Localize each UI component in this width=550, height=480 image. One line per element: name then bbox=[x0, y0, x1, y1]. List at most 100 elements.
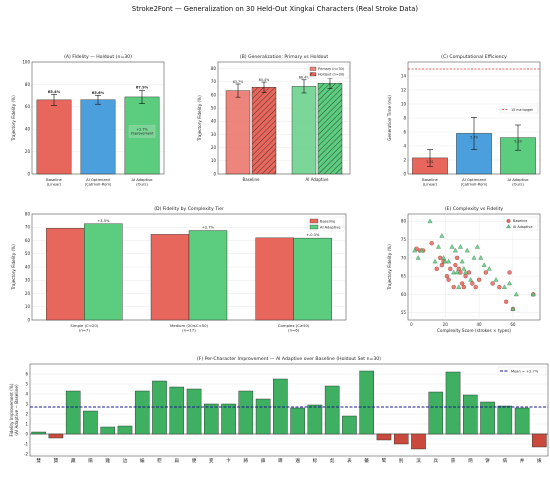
y-tick-label: 70 bbox=[25, 225, 31, 230]
bar-value-label: 65.4% bbox=[259, 78, 269, 82]
y-tick-label: 60 bbox=[25, 238, 31, 243]
bar-hatch bbox=[252, 87, 276, 174]
panel-title: (A) Fidelity — Holdout (n=30) bbox=[64, 54, 132, 60]
scatter-point bbox=[456, 284, 462, 289]
y-tick-label: 70 bbox=[211, 79, 217, 84]
bar bbox=[150, 234, 190, 321]
y-tick-label: 55 bbox=[401, 310, 407, 315]
y-tick-label: 40 bbox=[25, 264, 31, 269]
bar bbox=[186, 388, 202, 435]
scatter-point bbox=[449, 244, 455, 249]
bar bbox=[238, 390, 254, 435]
x-tick-label: 卞 bbox=[226, 457, 231, 464]
panel-C: 0 2 4 6 8 10 12 14 (C) Computational Efficiency G… bbox=[387, 54, 541, 186]
y-tick-label: 4 bbox=[25, 391, 28, 396]
bar bbox=[152, 380, 167, 435]
scatter-point bbox=[481, 262, 487, 267]
scatter-point bbox=[452, 247, 458, 253]
scatter-point bbox=[464, 247, 470, 253]
bar-value-label: 65.6% bbox=[92, 91, 105, 95]
y-tick-label: 0 bbox=[213, 171, 216, 176]
scatter-point bbox=[459, 258, 465, 264]
x-tick-label: 病 bbox=[503, 457, 508, 464]
bar bbox=[255, 398, 271, 435]
bar bbox=[84, 223, 123, 321]
x-tick-label: Baseline (Linear) bbox=[422, 178, 438, 186]
bar bbox=[65, 390, 81, 435]
panel-title: (E) Complexity vs Fidelity bbox=[445, 206, 504, 212]
x-tick-label: 标 bbox=[313, 457, 318, 464]
x-tick-label: 鹭 bbox=[382, 457, 387, 464]
y-tick-label: 0 bbox=[403, 171, 406, 176]
axes-frame bbox=[407, 213, 541, 321]
scatter-point bbox=[429, 241, 434, 246]
x-tick-label: 遍 bbox=[295, 457, 300, 464]
y-tick-label: 12 bbox=[401, 87, 407, 92]
y-axis-label: Generation Time (ms) bbox=[387, 95, 392, 141]
x-tick-label: 便 bbox=[192, 457, 197, 464]
y-tick-label: 5 bbox=[25, 381, 28, 386]
bar bbox=[393, 433, 409, 445]
bar-value-label: 66.4% bbox=[299, 76, 309, 80]
y-tick-label: 30 bbox=[211, 132, 217, 137]
x-tick-label: 慰 bbox=[157, 457, 162, 464]
legend-label: Mean = +2.7% bbox=[511, 370, 539, 374]
x-tick-label: 將 bbox=[244, 457, 249, 464]
x-tick-label: 变 bbox=[209, 457, 214, 464]
legend-swatch bbox=[309, 218, 319, 224]
scatter-point bbox=[461, 284, 466, 290]
y-tick-label: 6 bbox=[403, 129, 406, 134]
bar bbox=[169, 386, 185, 435]
y-tick-label: 80 bbox=[211, 66, 217, 71]
legend-label: AI Adaptive bbox=[320, 226, 341, 230]
y-tick-label: 6 bbox=[25, 371, 28, 376]
scatter-point bbox=[507, 270, 512, 275]
scatter-point bbox=[470, 281, 475, 286]
y-tick-label: 50 bbox=[25, 251, 31, 256]
y-tick-label: 80 bbox=[401, 219, 407, 224]
x-tick-label: 賛 bbox=[54, 457, 59, 464]
scatter-point bbox=[436, 244, 441, 249]
bar bbox=[376, 433, 392, 441]
y-tick-label: 50 bbox=[211, 106, 217, 111]
legend-label: Baseline bbox=[320, 220, 336, 224]
x-tick-label: 炳 bbox=[468, 457, 473, 464]
scatter-point bbox=[458, 244, 463, 249]
legend-label: Holdout (n=30) bbox=[318, 73, 345, 77]
y-tick-label: 75 bbox=[401, 237, 407, 242]
scatter-point bbox=[513, 291, 519, 297]
panel-title: (F) Per-Character Improvement — AI Adapt… bbox=[197, 356, 381, 362]
panel-D: 0 10 20 30 40 50 60 70 80 (D) Fidelity by Complex… bbox=[11, 206, 347, 332]
legend-label: Primary (n=30) bbox=[318, 67, 345, 71]
scatter-point bbox=[444, 273, 450, 279]
x-tick-label: 鳖 bbox=[364, 457, 369, 464]
scatter-point bbox=[454, 255, 460, 261]
y-tick-label: 4 bbox=[403, 143, 406, 148]
y-tick-label: 60 bbox=[401, 292, 407, 297]
bar-value-label: 67.9% bbox=[136, 86, 149, 90]
bar bbox=[225, 90, 251, 175]
x-tick-label: AI Optimized (Catmull-Rom) bbox=[85, 178, 112, 186]
x-tick-label: Simple (C<20) (n=7) bbox=[70, 323, 98, 332]
bar bbox=[204, 403, 219, 435]
scatter-point bbox=[451, 284, 456, 290]
bar bbox=[134, 390, 150, 435]
bar bbox=[83, 410, 98, 435]
x-tick-label: 别 bbox=[399, 457, 404, 464]
y-tick-label: 100 bbox=[22, 59, 30, 64]
scatter-point bbox=[439, 233, 445, 238]
x-tick-label: 藏 bbox=[71, 457, 76, 464]
bar-value-label: 63.7% bbox=[233, 80, 243, 84]
bar bbox=[324, 385, 340, 435]
scatter-point bbox=[510, 306, 516, 311]
y-axis-label: Trajectory Fidelity (%) bbox=[11, 95, 16, 142]
y-tick-label: 40 bbox=[211, 119, 217, 124]
y-tick-label: 20 bbox=[25, 291, 31, 296]
scatter-point bbox=[415, 255, 421, 260]
scatter-point bbox=[442, 258, 448, 264]
bar bbox=[188, 230, 228, 321]
x-tick-label: 并 bbox=[520, 457, 525, 464]
scatter-point bbox=[427, 218, 433, 224]
scatter-point bbox=[493, 277, 499, 282]
scatter-point bbox=[454, 269, 460, 275]
